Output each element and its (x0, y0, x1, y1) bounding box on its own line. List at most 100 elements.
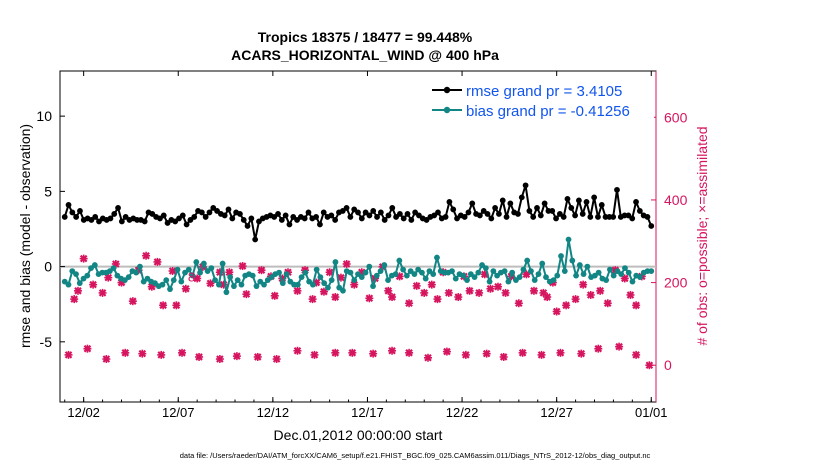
bias-point (524, 257, 531, 264)
bias-point (607, 266, 613, 273)
bias-point (137, 263, 143, 270)
y-right-tick-label: 400 (664, 192, 688, 208)
rmse-point (484, 211, 491, 217)
obs-assimilated-point (556, 348, 565, 357)
x-tick-label: 12/12 (257, 405, 290, 420)
bias-point (603, 277, 610, 284)
rmse-point (374, 214, 380, 220)
y-left-tick-label: -5 (40, 334, 53, 350)
obs-possible-point (238, 262, 247, 271)
rmse-point (579, 211, 586, 217)
rmse-point (583, 198, 590, 205)
rmse-point (229, 215, 236, 222)
x-tick-label: 12/27 (540, 405, 573, 420)
bias-point (558, 253, 564, 259)
obs-assimilated-point (615, 342, 624, 351)
rmse-point (389, 205, 396, 211)
bias-point (351, 277, 358, 284)
legend-box (428, 80, 654, 120)
rmse-point (598, 202, 605, 208)
rmse-point (614, 186, 620, 193)
obs-possible-point (350, 280, 359, 289)
x-axis-label: Dec.01,2012 00:00:00 start (274, 427, 443, 443)
bias-point (618, 271, 625, 278)
bias-point (377, 268, 384, 275)
rmse-point (343, 205, 350, 211)
rmse-point (160, 212, 167, 219)
bias-point (110, 265, 117, 271)
rmse-point (560, 214, 567, 220)
legend-rmse-marker (443, 86, 451, 94)
bias-point (321, 280, 328, 287)
rmse-point (317, 221, 323, 228)
obs-possible-point (543, 293, 552, 302)
rmse-point (534, 205, 540, 211)
rmse-point (526, 208, 533, 214)
rmse-point (278, 217, 285, 223)
rmse-point (179, 212, 186, 219)
obs-assimilated-point (594, 344, 603, 353)
obs-possible-point (571, 295, 580, 304)
obs-assimilated-point (178, 348, 187, 357)
rmse-point (320, 209, 327, 216)
bias-point (505, 278, 512, 285)
rmse-point (496, 211, 502, 217)
bias-point (622, 265, 628, 271)
obs-assimilated-point (138, 349, 147, 358)
bias-point (400, 266, 407, 273)
bias-point (328, 277, 335, 284)
rmse-point (61, 214, 68, 220)
bias-point (520, 266, 527, 273)
obs-possible-point (104, 273, 113, 282)
bias-point (163, 277, 170, 284)
obs-assimilated-point (157, 350, 166, 359)
obs-possible-point (579, 280, 588, 289)
rmse-point (572, 212, 578, 219)
obs-possible-point (626, 290, 635, 299)
bias-point (234, 277, 241, 284)
rmse-point (515, 211, 521, 217)
rmse-point (275, 211, 281, 217)
y-right-tick-label: 0 (664, 357, 672, 373)
obs-possible-point (514, 299, 523, 308)
rmse-point (450, 206, 457, 213)
rmse-point (503, 214, 510, 220)
obs-possible-point (225, 268, 234, 277)
bias-point (362, 269, 369, 276)
rmse-point (522, 182, 529, 189)
bias-point (366, 263, 373, 270)
bias-point (223, 289, 230, 296)
bias-point (238, 281, 245, 288)
rmse-point (591, 194, 598, 201)
bias-point (178, 278, 185, 285)
rmse-point (221, 212, 228, 219)
obs-assimilated-point (310, 350, 319, 359)
bias-point (215, 281, 222, 288)
bias-point (208, 265, 215, 271)
obs-assimilated-point (64, 350, 73, 359)
obs-possible-point (73, 286, 82, 295)
obs-possible-point (365, 294, 374, 303)
obs-assimilated-point (102, 355, 111, 364)
obs-assimilated-point (369, 349, 378, 358)
y-left-tick-label: 5 (44, 183, 52, 199)
rmse-point (355, 209, 361, 216)
rmse-point (587, 214, 594, 220)
bias-point (283, 271, 290, 278)
rmse-point (332, 217, 339, 223)
rmse-point (507, 200, 514, 207)
bias-point (294, 281, 301, 288)
obs-possible-point (632, 301, 641, 310)
obs-assimilated-point (253, 352, 262, 361)
chart-title-line1: Tropics 18375 / 18477 = 99.448% (258, 29, 473, 45)
bias-point (475, 269, 482, 276)
bias-point (452, 275, 459, 282)
bias-point (543, 274, 549, 281)
bias-point (76, 280, 83, 287)
bias-point (531, 277, 538, 284)
rmse-point (191, 214, 198, 220)
rmse-point (381, 217, 388, 223)
bias-point (313, 266, 320, 273)
obs-assimilated-point (121, 348, 130, 357)
rmse-point (202, 214, 209, 220)
